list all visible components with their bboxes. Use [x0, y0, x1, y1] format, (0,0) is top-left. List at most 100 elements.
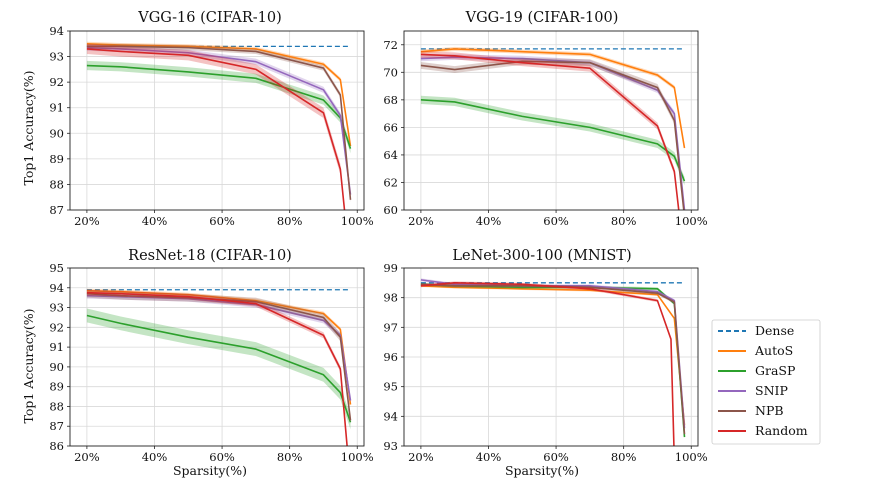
ticks: 20% 40% 60% 80% 100% 87 88 89 90 91 92 93 94: [49, 24, 373, 228]
band-grasp: [420, 95, 685, 186]
x-tick-label: 100%: [341, 214, 374, 228]
x-tick-label: 20%: [74, 450, 100, 464]
y-tick-label: 89: [49, 152, 64, 166]
y-tick-label: 93: [49, 301, 64, 315]
y-tick-label: 87: [49, 419, 64, 433]
plot-area: 20% 40% 60% 80% 100% 60 62 64 66 68 70 72: [383, 30, 708, 228]
x-tick-label: 100%: [675, 214, 708, 228]
y-axis-label: Top1 Accuracy(%): [21, 70, 36, 185]
panel-title: LeNet-300-100 (MNIST): [452, 248, 631, 264]
y-tick-label: 96: [383, 350, 398, 364]
legend-label: SNIP: [755, 383, 788, 398]
plot-area: 20% 40% 60% 80% 100% 93 94 95 96 97 98 99: [383, 261, 707, 464]
legend-item-autos: AutoS: [718, 343, 793, 358]
y-axis-label: Top1 Accuracy(%): [21, 308, 36, 423]
y-tick-label: 92: [49, 320, 64, 334]
x-tick-label: 40%: [142, 214, 168, 228]
x-tick-label: 80%: [611, 214, 637, 228]
y-tick-label: 93: [49, 50, 64, 64]
panel-vgg19: VGG-19 (CIFAR-100) 20% 40% 60% 80% 100% 60 62 6…: [383, 10, 708, 228]
series-group: [420, 278, 686, 446]
y-tick-label: 60: [383, 203, 398, 217]
legend: Dense AutoS GraSP SNIP NPB Random: [711, 319, 821, 445]
series-line-snip: [86, 294, 352, 401]
y-tick-label: 88: [49, 177, 64, 191]
series-group: [86, 288, 352, 446]
y-tick-label: 86: [49, 439, 64, 453]
panel-lenet: LeNet-300-100 (MNIST) Sparsity(%) 20% 40%…: [383, 248, 707, 478]
y-tick-label: 94: [49, 24, 64, 38]
series-line-grasp: [420, 283, 686, 438]
band-autos: [420, 284, 685, 427]
legend-label: GraSP: [755, 363, 795, 378]
series-group: [420, 46, 686, 210]
y-tick-label: 95: [49, 261, 64, 275]
x-tick-label: 100%: [341, 450, 374, 464]
series-line-random: [420, 282, 675, 446]
x-tick-label: 60%: [543, 450, 569, 464]
axes-frame: [69, 267, 365, 447]
series-line-autos: [420, 285, 686, 426]
series-line-npb: [420, 60, 685, 210]
y-tick-label: 68: [383, 93, 398, 107]
y-tick-label: 70: [383, 65, 398, 79]
y-tick-label: 93: [383, 439, 398, 453]
band-random: [420, 50, 680, 210]
y-tick-label: 87: [49, 203, 64, 217]
band-random: [420, 281, 674, 446]
series-line-grasp: [86, 314, 352, 423]
y-tick-label: 94: [383, 409, 398, 423]
x-tick-label: 40%: [476, 214, 502, 228]
x-tick-label: 80%: [277, 214, 303, 228]
series-line-random: [86, 48, 346, 210]
plot-area: 20% 40% 60% 80% 100% 87 88 89 90 91 92 93 94: [49, 24, 373, 228]
band-npb: [420, 282, 685, 436]
axes-frame: [403, 30, 699, 211]
x-tick-label: 60%: [209, 450, 235, 464]
band-grasp: [420, 282, 685, 439]
y-tick-label: 72: [383, 38, 398, 52]
x-tick-label: 40%: [476, 450, 502, 464]
ticks: 20% 40% 60% 80% 100% 86 87 88 89 90 91 92 93 94 95: [49, 261, 373, 464]
band-grasp: [86, 60, 351, 154]
y-tick-label: 91: [49, 340, 64, 354]
x-tick-label: 80%: [277, 450, 303, 464]
x-tick-label: 40%: [142, 450, 168, 464]
x-tick-label: 20%: [74, 214, 100, 228]
x-axis-label: Sparsity(%): [173, 463, 247, 478]
band-snip: [420, 54, 685, 210]
y-tick-label: 98: [383, 291, 398, 305]
series-line-snip: [420, 279, 686, 429]
legend-item-dense: Dense: [718, 323, 794, 338]
y-tick-label: 97: [383, 320, 398, 334]
series-line-npb: [86, 45, 352, 200]
legend-label: AutoS: [754, 343, 793, 358]
y-tick-label: 92: [49, 75, 64, 89]
y-tick-label: 99: [383, 261, 398, 275]
panel-title: VGG-19 (CIFAR-100): [465, 10, 619, 26]
legend-item-npb: NPB: [718, 403, 784, 418]
series-line-autos: [86, 42, 352, 147]
panel-resnet18: ResNet-18 (CIFAR-10) Top1 Accuracy(%) Sp…: [21, 248, 374, 478]
y-tick-label: 62: [383, 175, 398, 189]
x-tick-label: 20%: [408, 214, 434, 228]
y-tick-label: 90: [49, 360, 64, 374]
y-tick-label: 91: [49, 101, 64, 115]
ticks: 20% 40% 60% 80% 100% 60 62 64 66 68 70 72: [383, 38, 707, 228]
legend-item-grasp: GraSP: [718, 363, 795, 378]
y-tick-label: 89: [49, 380, 64, 394]
legend-item-snip: SNIP: [718, 383, 788, 398]
axes-frame: [69, 30, 365, 211]
plot-area: 20% 40% 60% 80% 100% 86 87 88 89 90 91 92 93 94 95: [49, 261, 373, 464]
y-tick-label: 95: [383, 380, 398, 394]
x-tick-label: 60%: [543, 214, 569, 228]
x-tick-label: 100%: [675, 450, 708, 464]
series-line-autos: [86, 289, 352, 405]
x-tick-label: 80%: [611, 450, 637, 464]
legend-label: Dense: [755, 323, 794, 338]
series-line-grasp: [420, 99, 686, 182]
series-line-snip: [86, 46, 352, 195]
y-tick-label: 66: [383, 120, 398, 134]
y-tick-label: 88: [49, 399, 64, 413]
